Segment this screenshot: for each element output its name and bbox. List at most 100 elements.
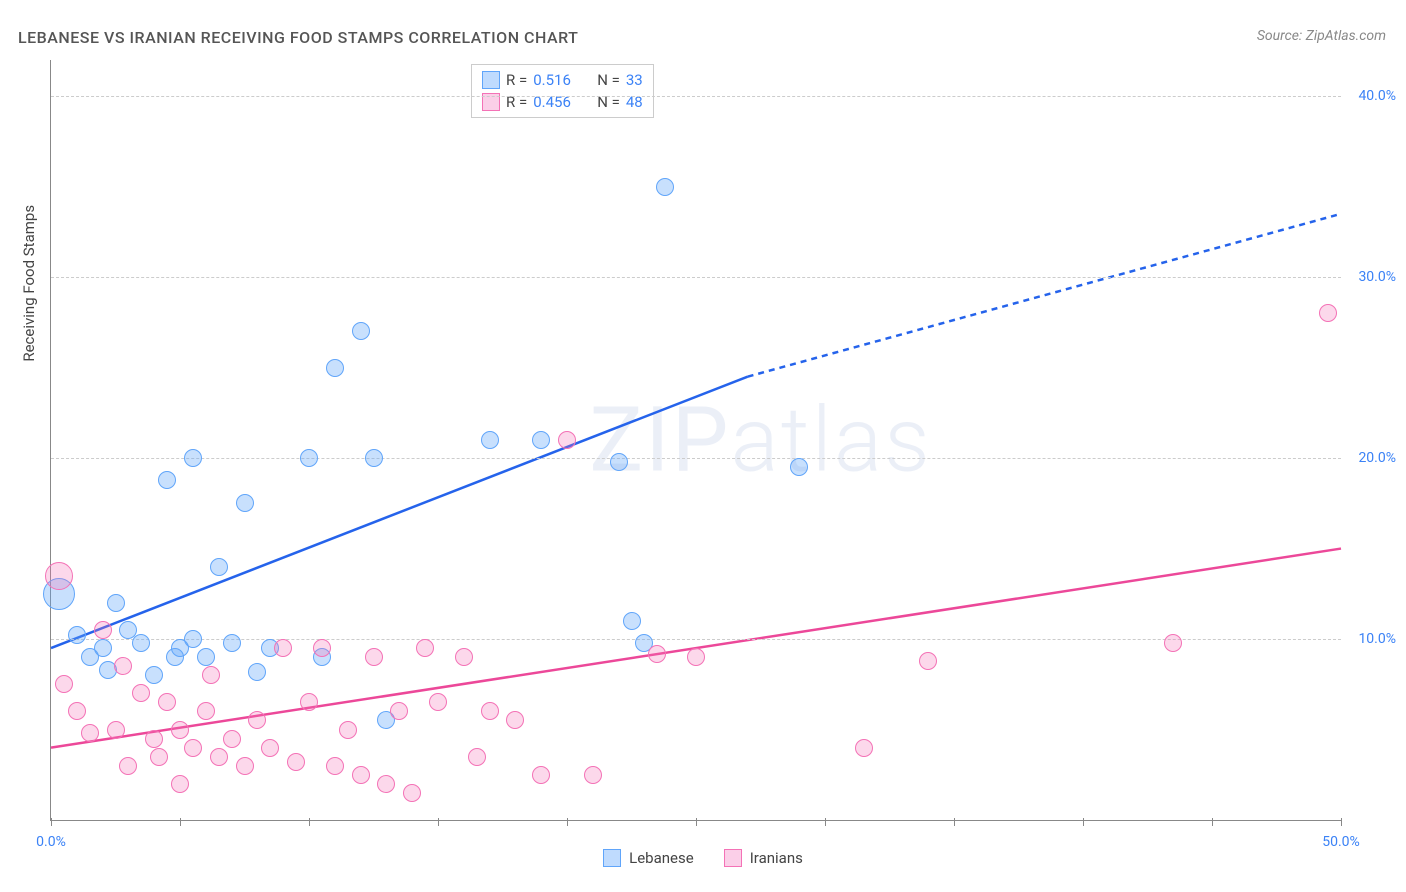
x-tick-label: 0.0% — [36, 834, 66, 850]
data-point — [158, 471, 176, 489]
data-point — [261, 739, 279, 757]
legend-label: Lebanese — [629, 849, 694, 867]
data-point — [481, 431, 499, 449]
data-point — [429, 693, 447, 711]
data-point — [114, 657, 132, 675]
data-point — [119, 757, 137, 775]
data-point — [81, 724, 99, 742]
data-point — [326, 757, 344, 775]
data-point — [326, 359, 344, 377]
data-point — [107, 594, 125, 612]
data-point — [455, 648, 473, 666]
y-tick-label: 30.0% — [1358, 269, 1396, 285]
source-label: Source: — [1257, 28, 1306, 44]
regression-line — [51, 377, 748, 648]
gridline — [51, 458, 1341, 459]
correlation-legend-row-lebanese: R = 0.516 N = 33 — [482, 69, 643, 91]
data-point — [145, 666, 163, 684]
data-point — [132, 684, 150, 702]
data-point — [506, 711, 524, 729]
x-tick — [51, 818, 52, 826]
x-tick — [309, 818, 310, 826]
lebanese-swatch-icon — [482, 71, 500, 89]
data-point — [313, 639, 331, 657]
data-point — [532, 431, 550, 449]
data-point — [403, 784, 421, 802]
data-point — [558, 431, 576, 449]
data-point — [1319, 304, 1337, 322]
data-point — [623, 612, 641, 630]
lebanese-swatch-icon — [603, 849, 621, 867]
regression-line-extrapolated — [748, 214, 1341, 377]
data-point — [416, 639, 434, 657]
data-point — [202, 666, 220, 684]
data-point — [481, 702, 499, 720]
data-point — [210, 558, 228, 576]
data-point — [300, 449, 318, 467]
x-tick — [696, 818, 697, 826]
data-point — [274, 639, 292, 657]
data-point — [377, 775, 395, 793]
data-point — [919, 652, 937, 670]
data-point — [197, 702, 215, 720]
data-point — [184, 449, 202, 467]
x-tick — [180, 818, 181, 826]
data-point — [236, 757, 254, 775]
data-point — [855, 739, 873, 757]
data-point — [68, 702, 86, 720]
y-tick-label: 20.0% — [1358, 450, 1396, 466]
data-point — [390, 702, 408, 720]
x-tick — [1212, 818, 1213, 826]
data-point — [790, 458, 808, 476]
data-point — [45, 562, 73, 590]
data-point — [197, 648, 215, 666]
data-point — [1164, 634, 1182, 652]
x-tick — [825, 818, 826, 826]
data-point — [287, 753, 305, 771]
x-tick — [438, 818, 439, 826]
y-tick-label: 10.0% — [1358, 631, 1396, 647]
data-point — [145, 730, 163, 748]
data-point — [300, 693, 318, 711]
data-point — [248, 663, 266, 681]
data-point — [584, 766, 602, 784]
gridline — [51, 639, 1341, 640]
correlation-legend: R = 0.516 N = 33 R = 0.456 N = 48 — [471, 64, 654, 118]
data-point — [184, 630, 202, 648]
data-point — [248, 711, 266, 729]
r-value: 0.516 — [533, 71, 583, 89]
x-tick — [1083, 818, 1084, 826]
r-label: R = — [506, 71, 527, 89]
gridline — [51, 277, 1341, 278]
x-tick — [567, 818, 568, 826]
data-point — [158, 693, 176, 711]
x-tick — [1341, 818, 1342, 826]
data-point — [81, 648, 99, 666]
source-attribution: Source: ZipAtlas.com — [1257, 28, 1386, 44]
legend-item-lebanese: Lebanese — [603, 849, 694, 867]
data-point — [119, 621, 137, 639]
correlation-legend-row-iranians: R = 0.456 N = 48 — [482, 91, 643, 113]
n-label: N = — [597, 71, 620, 89]
data-point — [171, 721, 189, 739]
data-point — [132, 634, 150, 652]
data-point — [223, 730, 241, 748]
data-point — [210, 748, 228, 766]
series-legend: Lebanese Iranians — [0, 849, 1406, 867]
data-point — [648, 645, 666, 663]
data-point — [68, 626, 86, 644]
data-point — [107, 721, 125, 739]
x-tick — [954, 818, 955, 826]
data-point — [610, 453, 628, 471]
data-point — [468, 748, 486, 766]
regression-lines-layer — [51, 60, 1341, 820]
gridline — [51, 96, 1341, 97]
n-value: 33 — [626, 71, 643, 89]
legend-item-iranians: Iranians — [724, 849, 803, 867]
data-point — [166, 648, 184, 666]
data-point — [352, 322, 370, 340]
data-point — [184, 739, 202, 757]
source-name: ZipAtlas.com — [1306, 28, 1386, 44]
data-point — [532, 766, 550, 784]
plot-area: ZIPatlas R = 0.516 N = 33 R = 0.456 N = … — [50, 60, 1341, 821]
